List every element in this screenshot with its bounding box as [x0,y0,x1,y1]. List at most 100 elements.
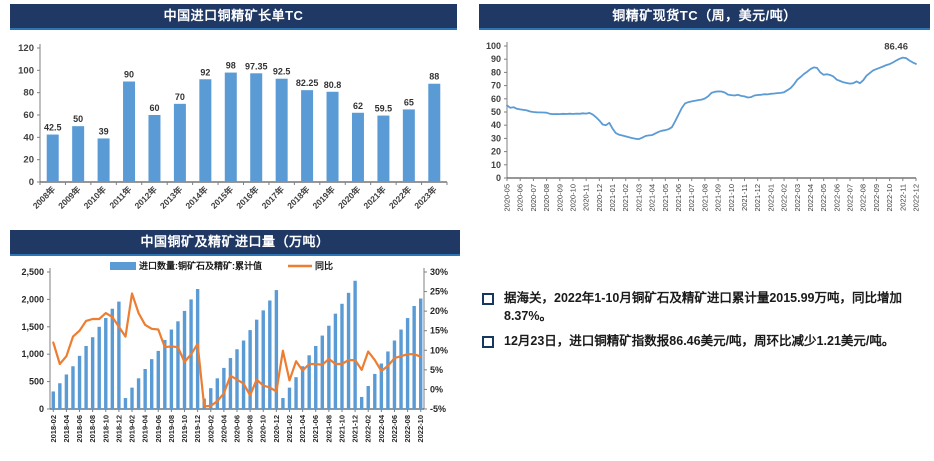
svg-text:2018-06: 2018-06 [75,415,84,443]
svg-text:2022-07: 2022-07 [846,184,855,212]
svg-text:65: 65 [404,97,414,107]
chart2-line [506,56,917,140]
svg-text:0: 0 [39,404,44,414]
svg-text:2022-05: 2022-05 [819,184,828,212]
list-item: 12月23日，进口铜精矿指数报86.46美元/吨，周环比减少1.21美元/吨。 [482,333,930,351]
svg-text:2021-03: 2021-03 [634,184,643,212]
svg-text:2020-12: 2020-12 [272,415,281,443]
svg-text:2020-05: 2020-05 [503,184,512,212]
svg-text:2020-06: 2020-06 [516,184,525,212]
svg-text:2019-08: 2019-08 [167,415,176,443]
svg-text:40: 40 [491,120,501,130]
svg-text:42.5: 42.5 [44,123,62,133]
svg-text:2022-08: 2022-08 [403,415,412,443]
svg-text:20%: 20% [430,306,448,316]
svg-text:2017年: 2017年 [260,184,287,211]
svg-text:120: 120 [18,43,34,54]
chart1-bars: 42.5 2008年 50 2009年 39 2010年 90 2011年 60 2012年 70 2… [31,61,448,211]
svg-text:2018-04: 2018-04 [62,414,71,442]
svg-text:2012年: 2012年 [132,184,159,211]
notes-list: 据海关，2022年1-10月铜矿石及精矿进口累计量2015.99万吨，同比增加8… [482,290,930,359]
svg-text:2020-08: 2020-08 [246,415,255,443]
svg-text:2,500: 2,500 [21,267,44,277]
svg-text:80: 80 [491,67,501,77]
svg-text:2011年: 2011年 [107,184,133,210]
svg-text:2022-11: 2022-11 [898,184,907,211]
svg-text:50: 50 [73,114,83,124]
svg-text:80: 80 [23,88,34,99]
svg-text:2,000: 2,000 [21,294,44,304]
svg-text:2015年: 2015年 [209,184,236,211]
svg-text:2021年: 2021年 [361,184,388,211]
svg-text:59.5: 59.5 [375,104,393,114]
svg-text:2021-07: 2021-07 [687,184,696,212]
svg-text:70: 70 [175,92,185,102]
svg-text:2022年: 2022年 [387,184,414,211]
svg-text:2021-06: 2021-06 [674,184,683,212]
svg-text:30%: 30% [430,267,448,277]
svg-text:2021-02: 2021-02 [285,415,294,443]
chart3-legend: 进口数量:铜矿石及精矿:累计值 同比 [110,260,333,271]
svg-text:2013年: 2013年 [158,184,185,211]
svg-text:2022-02: 2022-02 [364,415,373,443]
chart3-bars [51,280,423,409]
svg-text:500: 500 [29,377,44,387]
svg-text:90: 90 [491,54,501,64]
panel-imports: 中国铜矿及精矿进口量（万吨） 0 500 1,000 1,500 2,000 2,500 -… [10,230,460,459]
svg-text:2019-04: 2019-04 [141,414,150,442]
svg-text:2020-02: 2020-02 [206,415,215,443]
svg-text:2020-06: 2020-06 [233,415,242,443]
chart-title-tc-longterm: 中国进口铜精矿长单TC [10,4,457,30]
svg-text:2020-08: 2020-08 [542,184,551,212]
svg-text:60: 60 [149,103,159,113]
svg-text:25%: 25% [430,287,448,297]
svg-text:15%: 15% [430,326,448,336]
svg-text:2021-12: 2021-12 [753,184,762,212]
imports-combo-chart: 0 500 1,000 1,500 2,000 2,500 -5% 0% 5% 10% 15% 20%… [10,256,460,459]
svg-text:2018-12: 2018-12 [114,415,123,443]
svg-text:20: 20 [491,147,501,157]
note-text-index: 12月23日，进口铜精矿指数报86.46美元/吨，周环比减少1.21美元/吨。 [504,334,895,348]
svg-text:2022-10: 2022-10 [416,415,425,443]
svg-text:2021-10: 2021-10 [337,415,346,443]
svg-text:40: 40 [23,132,34,143]
svg-text:2021-04: 2021-04 [298,414,307,442]
svg-text:0: 0 [29,177,34,188]
svg-text:2022-09: 2022-09 [872,184,881,212]
svg-text:100: 100 [18,65,34,76]
svg-text:2021-02: 2021-02 [621,184,630,212]
chart2-annotation: 86.46 [884,42,908,53]
svg-text:2022-08: 2022-08 [859,184,868,212]
svg-text:90: 90 [124,70,134,80]
svg-text:-5%: -5% [430,404,446,414]
chart-title-tc-spot: 铜精矿现货TC（周，美元/吨） [479,4,930,30]
svg-text:2021-06: 2021-06 [311,415,320,443]
svg-text:2019-06: 2019-06 [154,415,163,443]
chart2-axes: 0 10 20 30 40 50 60 70 80 90 100 2020-05 2020-06 2020… [486,41,921,212]
svg-text:2021-08: 2021-08 [700,184,709,212]
chart-title-imports: 中国铜矿及精矿进口量（万吨） [10,230,460,256]
svg-text:100: 100 [486,41,501,51]
svg-text:92.5: 92.5 [273,67,291,77]
svg-text:2021-10: 2021-10 [727,184,736,212]
svg-text:0%: 0% [430,384,443,394]
svg-text:1,000: 1,000 [21,349,44,359]
svg-text:2022-04: 2022-04 [806,184,815,212]
svg-text:39: 39 [99,126,109,136]
svg-text:1,500: 1,500 [21,322,44,332]
chart3-yoy-line [52,292,422,408]
svg-text:2018年: 2018年 [285,184,312,211]
svg-text:2021-05: 2021-05 [661,184,670,212]
svg-text:70: 70 [491,81,501,91]
tc-longterm-bar-chart: 0 20 40 60 80 100 120 42.5 2008年 50 2009年 39 2010年 90… [10,30,457,226]
svg-text:2020-10: 2020-10 [259,415,268,443]
tc-spot-line-chart: 0 10 20 30 40 50 60 70 80 90 100 2020-05 2020-06 2020… [479,30,930,232]
svg-text:2019-02: 2019-02 [128,415,137,443]
svg-text:20: 20 [23,155,34,166]
list-item: 据海关，2022年1-10月铜矿石及精矿进口累计量2015.99万吨，同比增加8… [482,290,930,325]
svg-text:2016年: 2016年 [234,184,261,211]
svg-text:2022-10: 2022-10 [885,184,894,212]
svg-text:2019-10: 2019-10 [180,415,189,443]
svg-text:60: 60 [491,94,501,104]
